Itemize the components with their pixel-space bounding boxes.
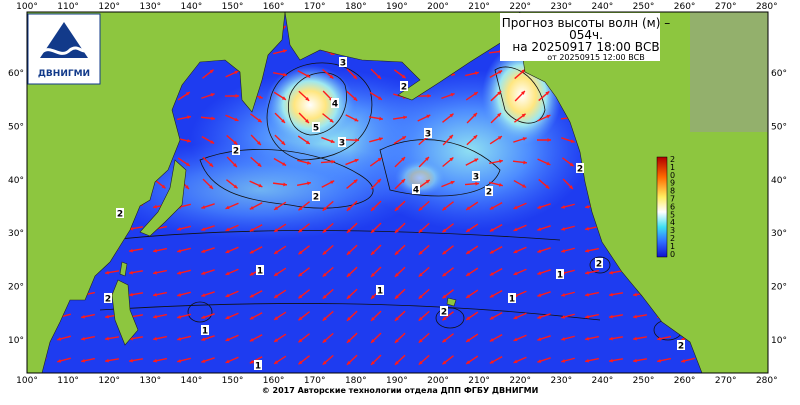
lat-label: 10° — [8, 336, 24, 346]
lon-label: 280° — [756, 376, 778, 386]
lon-label: 220° — [509, 2, 531, 12]
lon-label: 230° — [550, 376, 572, 386]
lon-label: 200° — [427, 376, 449, 386]
lon-label: 160° — [263, 376, 285, 386]
lon-label: 160° — [263, 2, 285, 12]
contour-label: 4 — [413, 186, 419, 196]
ice — [690, 12, 768, 132]
title-box: Прогноз высоты волн (м) – 054ч. на 20250… — [500, 13, 670, 62]
lat-label: 50° — [771, 122, 787, 132]
contour-label: 2 — [313, 193, 319, 203]
contour-label: 1 — [377, 287, 383, 297]
lon-label: 130° — [139, 2, 161, 12]
contour-label: 3 — [425, 130, 431, 140]
lat-label: 40° — [771, 176, 787, 186]
contour-label: 2 — [596, 260, 602, 270]
lon-label: 110° — [57, 2, 79, 12]
contour-label: 1 — [509, 295, 515, 305]
lat-label: 30° — [8, 229, 24, 239]
contour-label: 2 — [577, 165, 583, 175]
title-line: на 20250917 18:00 ВСВ — [512, 40, 659, 54]
contour-label: 1 — [557, 271, 563, 281]
lon-label: 100° — [16, 2, 38, 12]
lat-label: 30° — [771, 229, 787, 239]
lon-label: 170° — [304, 376, 326, 386]
lon-label: 210° — [468, 2, 490, 12]
lon-label: 240° — [592, 376, 614, 386]
lon-label: 280° — [756, 2, 778, 12]
lon-label: 200° — [427, 2, 449, 12]
lon-label: 240° — [592, 2, 614, 12]
lon-label: 270° — [715, 376, 737, 386]
contour-label: 5 — [313, 124, 319, 134]
lon-label: 250° — [633, 2, 655, 12]
logo-text: ДВНИГМИ — [38, 69, 90, 79]
lat-label: 40° — [8, 176, 24, 186]
footer: © 2017 Авторские технологии отдела ДПП Ф… — [262, 386, 539, 395]
colorbar-label: 0 — [670, 250, 675, 259]
lat-label: 60° — [771, 69, 787, 79]
lon-label: 120° — [98, 376, 120, 386]
lon-label: 270° — [715, 2, 737, 12]
lon-label: 110° — [57, 376, 79, 386]
lat-label: 50° — [8, 122, 24, 132]
lon-label: 150° — [222, 376, 244, 386]
lon-label: 260° — [674, 376, 696, 386]
contour-label: 3 — [473, 173, 479, 183]
lat-label: 20° — [8, 283, 24, 293]
lon-label: 140° — [181, 376, 203, 386]
lon-label: 230° — [550, 2, 572, 12]
colorbar-scale — [657, 157, 667, 257]
contour-label: 4 — [332, 100, 338, 110]
lon-label: 140° — [181, 2, 203, 12]
contour-label: 2 — [486, 188, 492, 198]
logo: ДВНИГМИ — [28, 14, 100, 84]
lon-label: 170° — [304, 2, 326, 12]
contour-label: 2 — [401, 83, 407, 93]
lat-label: 60° — [8, 69, 24, 79]
contour-label: 2 — [441, 308, 447, 318]
contour-label: 3 — [340, 59, 346, 69]
contour-label: 3 — [339, 139, 345, 149]
contour-label: 2 — [678, 342, 684, 352]
contour-label: 1 — [257, 267, 263, 277]
lon-label: 180° — [345, 2, 367, 12]
lat-label: 20° — [771, 283, 787, 293]
contour-label: 2 — [105, 295, 111, 305]
issued: от 20250915 12:00 ВСВ — [547, 53, 645, 62]
lon-label: 130° — [139, 376, 161, 386]
lon-label: 100° — [16, 376, 38, 386]
lon-label: 150° — [222, 2, 244, 12]
lon-label: 210° — [468, 376, 490, 386]
contour-label: 2 — [117, 210, 123, 220]
lon-label: 260° — [674, 2, 696, 12]
contour-label: 2 — [233, 147, 239, 157]
contour-label: 1 — [202, 327, 208, 337]
lon-label: 220° — [509, 376, 531, 386]
lon-label: 120° — [98, 2, 120, 12]
lon-label: 190° — [386, 376, 408, 386]
lon-label: 180° — [345, 376, 367, 386]
lon-label: 190° — [386, 2, 408, 12]
lon-label: 250° — [633, 376, 655, 386]
contour-label: 1 — [255, 362, 261, 372]
lat-label: 10° — [771, 336, 787, 346]
